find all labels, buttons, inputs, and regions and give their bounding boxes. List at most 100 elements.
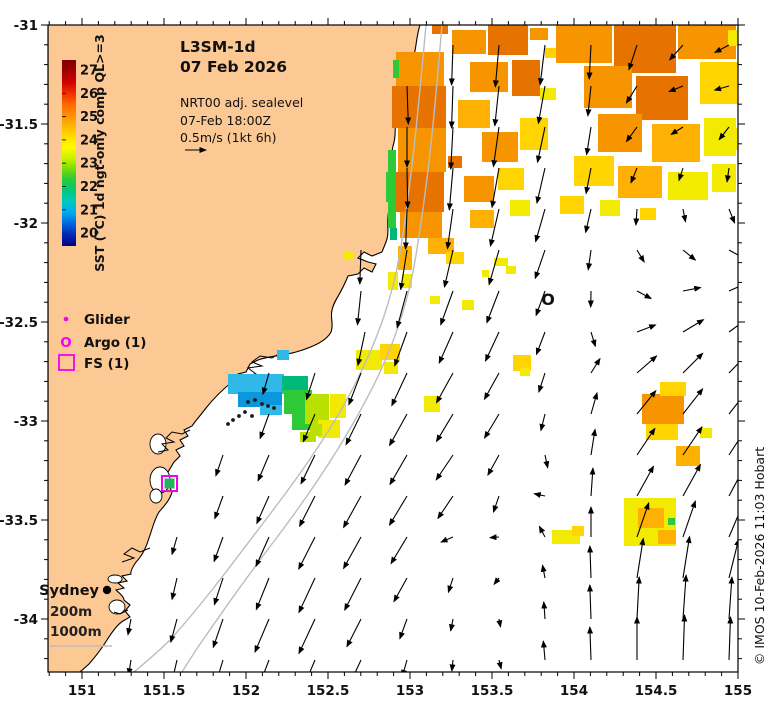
current-arrow — [590, 391, 599, 415]
current-arrow — [535, 331, 546, 356]
current-arrow — [492, 44, 500, 88]
current-arrow — [625, 126, 638, 143]
current-arrow — [636, 324, 657, 333]
x-tick-label: 151.5 — [143, 683, 186, 699]
subtitle-product: NRT00 adj. sealevel — [180, 95, 303, 110]
current-arrow — [300, 454, 316, 485]
current-arrow — [718, 126, 730, 141]
plot-title-line1: L3SM-1d — [180, 38, 256, 56]
current-arrow — [492, 85, 500, 127]
sst-cell — [356, 350, 382, 370]
y-tick-label: -32 — [14, 216, 38, 232]
current-arrow — [215, 454, 224, 477]
current-arrow — [681, 614, 688, 661]
current-arrow — [682, 352, 704, 374]
sst-cell — [642, 394, 684, 424]
current-arrow — [728, 324, 738, 333]
sst-cell — [560, 196, 584, 214]
current-arrow — [635, 576, 642, 620]
sst-cell — [704, 118, 736, 156]
sst-cell — [458, 100, 490, 128]
current-arrow — [589, 467, 596, 497]
sst-cell — [238, 392, 282, 407]
current-arrow — [493, 577, 501, 586]
current-arrow — [636, 290, 653, 299]
sydney-dot — [102, 585, 112, 595]
current-arrow — [537, 44, 546, 86]
current-arrow — [491, 126, 500, 168]
current-arrow — [636, 427, 656, 456]
current-arrow — [534, 208, 546, 243]
current-arrow — [255, 577, 270, 611]
current-arrow — [728, 286, 738, 292]
current-arrow — [682, 463, 701, 497]
sst-cell — [638, 508, 664, 528]
glider-track-dot — [226, 422, 230, 426]
current-arrow — [587, 626, 594, 661]
colorbar-ticks: 27 26 25 24 23 22 21 20 — [62, 64, 98, 242]
sst-cell — [462, 300, 474, 310]
colorbar-tick-label: 20 — [80, 227, 98, 242]
current-arrow — [256, 495, 270, 525]
current-arrow — [445, 208, 454, 250]
sst-cell — [277, 350, 289, 360]
current-arrow — [449, 618, 455, 632]
axis-ticks-layer — [41, 18, 745, 679]
current-arrow — [446, 167, 454, 211]
current-arrow — [489, 534, 500, 541]
current-arrow — [309, 659, 316, 672]
contour-200m — [133, 25, 427, 672]
current-arrow — [539, 413, 546, 432]
city-label-sydney: Sydney — [39, 583, 99, 599]
current-arrow — [728, 538, 738, 579]
sst-cell — [394, 172, 444, 212]
current-arrow — [633, 208, 640, 226]
current-arrow — [682, 285, 702, 292]
current-arrow — [727, 616, 734, 661]
current-arrow — [212, 618, 224, 649]
axis-tick-labels: 151 151.5 152 152.5 153 153.5 154 154.5 155 -31 -3… — [0, 18, 752, 699]
current-arrow — [435, 454, 454, 481]
current-arrow — [170, 577, 178, 601]
current-arrow — [728, 502, 738, 538]
sst-cell — [488, 25, 528, 55]
colorbar-tick-label: 25 — [80, 110, 98, 125]
sst-cell — [393, 60, 399, 78]
colorbar-tick-label: 22 — [80, 180, 98, 195]
current-arrow — [354, 659, 362, 672]
current-arrow — [213, 536, 224, 563]
sst-cell — [512, 60, 540, 96]
sst-cell — [668, 172, 708, 200]
colorbar-tick-label: 24 — [80, 133, 98, 148]
current-arrow — [487, 454, 500, 476]
current-arrow — [484, 413, 500, 439]
sst-cell — [424, 396, 440, 412]
current-arrow — [625, 85, 638, 104]
current-arrow — [668, 44, 684, 61]
glider-track-dot — [246, 400, 250, 404]
glider-track-dot — [250, 414, 254, 418]
current-arrow — [401, 659, 408, 672]
sst-cell — [660, 382, 686, 396]
current-arrow — [356, 331, 366, 367]
current-arrow — [728, 249, 738, 260]
sst-cell — [482, 270, 489, 277]
current-arrow — [448, 44, 455, 86]
current-arrow — [399, 618, 408, 640]
sst-cell — [668, 518, 675, 525]
colorbar-tick-label: 26 — [80, 87, 98, 102]
sst-cell — [600, 200, 620, 216]
current-arrow — [346, 618, 362, 648]
sst-cell — [398, 246, 412, 270]
current-arrow — [436, 372, 454, 404]
current-arrow — [713, 44, 730, 53]
current-arrow — [682, 387, 704, 415]
current-arrow — [728, 208, 736, 224]
current-arrow — [587, 545, 594, 579]
current-arrow — [440, 536, 454, 543]
sst-cell — [470, 62, 508, 92]
current-arrow — [126, 659, 133, 672]
current-arrow — [535, 290, 546, 317]
